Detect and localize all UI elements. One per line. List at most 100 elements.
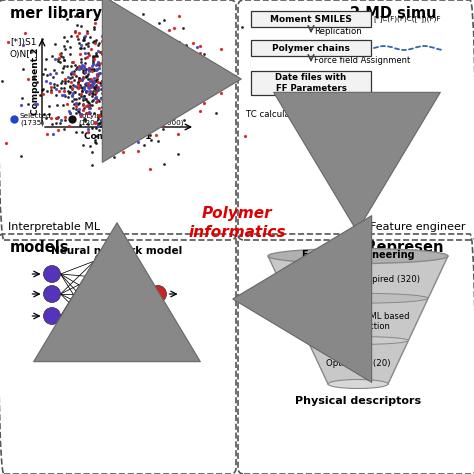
Point	[116, 50, 124, 57]
Point	[176, 82, 184, 89]
Point	[100, 115, 107, 122]
Point	[53, 85, 60, 92]
Point	[132, 70, 140, 77]
Point	[79, 101, 87, 109]
Point	[146, 112, 154, 120]
Point	[89, 57, 97, 64]
Point	[118, 67, 126, 74]
Point	[122, 75, 129, 83]
Point	[77, 64, 84, 72]
Point	[60, 33, 67, 41]
Point	[90, 55, 98, 63]
Point	[90, 66, 98, 73]
Point	[139, 27, 146, 35]
Point	[128, 77, 135, 84]
Point	[178, 80, 186, 88]
Point	[171, 105, 179, 112]
Point	[136, 54, 144, 62]
Point	[124, 58, 132, 65]
Point	[147, 80, 155, 88]
Point	[118, 123, 126, 130]
Point	[147, 84, 155, 92]
Point	[151, 58, 159, 65]
Point	[83, 29, 91, 37]
Point	[99, 139, 107, 147]
Point	[86, 87, 94, 95]
Point	[79, 73, 87, 81]
Point	[138, 33, 146, 41]
Point	[91, 136, 99, 144]
Point	[54, 57, 62, 65]
Point	[80, 68, 87, 76]
Point	[86, 33, 94, 40]
Point	[101, 46, 109, 54]
Point	[97, 78, 104, 85]
Point	[65, 123, 73, 130]
Polygon shape	[268, 256, 448, 384]
Point	[66, 74, 74, 82]
Point	[146, 59, 153, 67]
Text: mer library: mer library	[10, 6, 102, 21]
Point	[109, 39, 117, 47]
Point	[81, 32, 89, 40]
Point	[91, 84, 98, 91]
Point	[100, 82, 108, 89]
Point	[17, 152, 25, 160]
Point	[125, 69, 133, 77]
Point	[61, 125, 68, 133]
Point	[96, 111, 103, 119]
Point	[140, 89, 148, 97]
Point	[66, 83, 74, 91]
Point	[111, 78, 119, 86]
Point	[101, 45, 109, 52]
Point	[119, 59, 127, 67]
Point	[109, 86, 117, 94]
Point	[92, 81, 100, 89]
Point	[145, 88, 153, 96]
Point	[84, 81, 91, 89]
Point	[88, 161, 96, 169]
Point	[105, 37, 112, 45]
Point	[91, 23, 98, 31]
Point	[194, 73, 202, 80]
Point	[82, 109, 90, 117]
Point	[130, 98, 137, 105]
Point	[98, 95, 105, 103]
Point	[4, 38, 12, 46]
Point	[111, 77, 118, 84]
Point	[131, 82, 138, 90]
Point	[115, 95, 123, 103]
Point	[130, 65, 138, 73]
Ellipse shape	[308, 337, 409, 345]
Point	[92, 87, 100, 94]
Point	[76, 121, 84, 129]
Point	[95, 59, 102, 66]
Point	[171, 80, 179, 88]
Point	[118, 88, 125, 96]
Point	[99, 38, 107, 46]
Point	[108, 82, 116, 90]
Point	[64, 63, 71, 70]
Point	[87, 82, 95, 89]
Point	[104, 57, 112, 65]
Circle shape	[94, 319, 111, 337]
Point	[103, 54, 111, 61]
Point	[80, 92, 87, 100]
Point	[127, 70, 134, 78]
Point	[118, 103, 126, 110]
Point	[86, 109, 94, 117]
Point	[106, 45, 113, 52]
Point	[131, 71, 138, 78]
Point	[154, 103, 162, 110]
Point	[80, 94, 87, 102]
Point	[118, 112, 126, 119]
Point	[110, 53, 118, 61]
Point	[79, 106, 87, 113]
Point	[163, 64, 171, 72]
Point	[142, 67, 150, 74]
Point	[93, 73, 100, 81]
Point	[100, 92, 108, 100]
Point	[136, 99, 144, 107]
Point	[163, 107, 170, 114]
Point	[139, 101, 146, 109]
